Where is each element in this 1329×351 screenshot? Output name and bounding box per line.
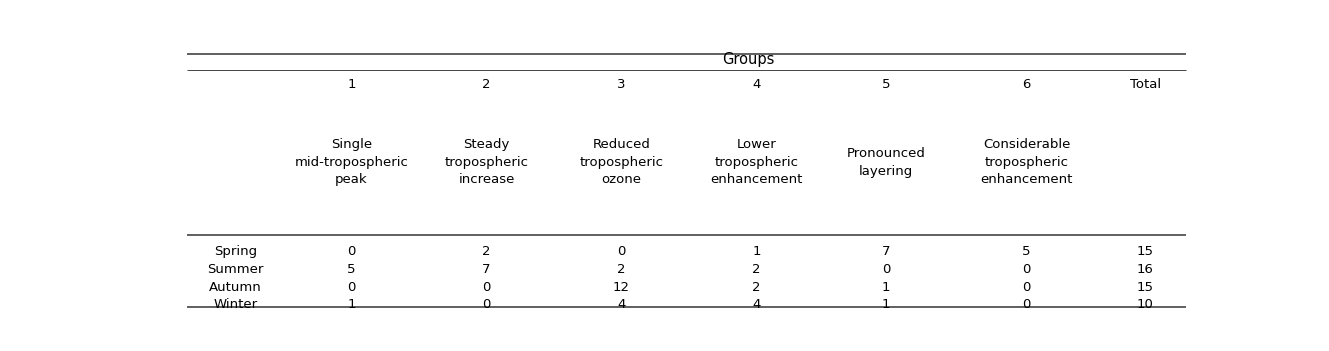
Text: 2: 2	[482, 78, 490, 91]
Text: Winter: Winter	[213, 298, 258, 311]
Text: 16: 16	[1136, 263, 1154, 276]
Text: 1: 1	[882, 281, 890, 294]
Text: Steady
tropospheric
increase: Steady tropospheric increase	[444, 138, 529, 186]
Text: 15: 15	[1136, 245, 1154, 258]
Text: Autumn: Autumn	[209, 281, 262, 294]
Text: Groups: Groups	[722, 52, 775, 67]
Text: 1: 1	[752, 245, 760, 258]
Text: 0: 0	[482, 298, 490, 311]
Text: 2: 2	[752, 263, 760, 276]
Text: 0: 0	[1022, 263, 1031, 276]
Text: 4: 4	[752, 298, 760, 311]
Text: Total: Total	[1130, 78, 1160, 91]
Text: 12: 12	[613, 281, 630, 294]
Text: 0: 0	[882, 263, 890, 276]
Text: 2: 2	[617, 263, 626, 276]
Text: 7: 7	[882, 245, 890, 258]
Text: 1: 1	[347, 78, 356, 91]
Text: 2: 2	[752, 281, 760, 294]
Text: 5: 5	[1022, 245, 1031, 258]
Text: 5: 5	[882, 78, 890, 91]
Text: 4: 4	[752, 78, 760, 91]
Text: 3: 3	[617, 78, 626, 91]
Text: 0: 0	[1022, 281, 1031, 294]
Text: 0: 0	[1022, 298, 1031, 311]
Text: 0: 0	[347, 245, 356, 258]
Text: 0: 0	[347, 281, 356, 294]
Text: 1: 1	[347, 298, 356, 311]
Text: 7: 7	[482, 263, 490, 276]
Text: 2: 2	[482, 245, 490, 258]
Text: Pronounced
layering: Pronounced layering	[847, 147, 925, 178]
Text: Spring: Spring	[214, 245, 256, 258]
Text: Single
mid-tropospheric
peak: Single mid-tropospheric peak	[295, 138, 408, 186]
Text: 0: 0	[482, 281, 490, 294]
Text: 4: 4	[617, 298, 626, 311]
Text: 0: 0	[617, 245, 626, 258]
Text: 6: 6	[1022, 78, 1031, 91]
Text: 1: 1	[882, 298, 890, 311]
Text: Considerable
tropospheric
enhancement: Considerable tropospheric enhancement	[981, 138, 1073, 186]
Text: Summer: Summer	[207, 263, 263, 276]
Text: 15: 15	[1136, 281, 1154, 294]
Text: 5: 5	[347, 263, 356, 276]
Text: Lower
tropospheric
enhancement: Lower tropospheric enhancement	[710, 138, 803, 186]
Text: Reduced
tropospheric
ozone: Reduced tropospheric ozone	[579, 138, 663, 186]
Text: 10: 10	[1136, 298, 1154, 311]
